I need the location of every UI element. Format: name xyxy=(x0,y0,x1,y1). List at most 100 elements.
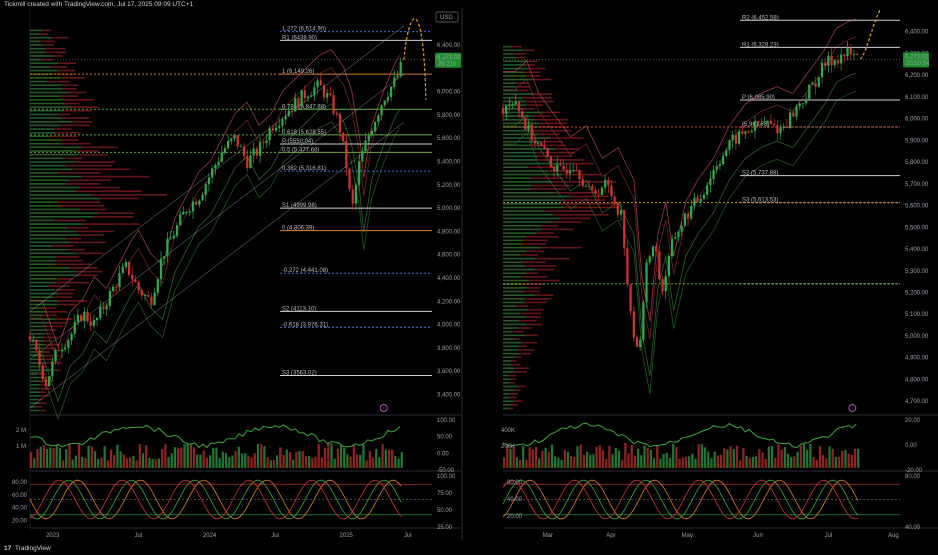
volume-profile-bar-bull xyxy=(503,400,514,402)
volume-profile-bar-bull xyxy=(30,106,72,108)
volume-profile-bar-bull xyxy=(503,184,532,187)
volume-profile-bar-bear xyxy=(526,67,546,70)
candle xyxy=(843,54,846,57)
volume-bar xyxy=(375,449,378,468)
volume-profile-bar-bear xyxy=(42,347,57,350)
volume-bar xyxy=(129,457,132,468)
volume-bar xyxy=(538,458,541,468)
volume-axis-label: 400K xyxy=(501,428,515,434)
volume-bar xyxy=(751,457,755,468)
candle xyxy=(396,75,399,78)
volume-profile-bar-bull xyxy=(30,183,66,185)
osc2-left-axis-label: 40.00 xyxy=(507,497,523,503)
volume-profile-bar-bear xyxy=(535,257,570,260)
volume-profile-bar-bull xyxy=(30,99,64,101)
volume-axis-label: 1 M xyxy=(16,444,26,450)
candle xyxy=(651,246,655,257)
volume-profile-bar-bull xyxy=(30,362,45,364)
volume-bar xyxy=(806,449,809,468)
osc2-left-axis-label: 20.00 xyxy=(12,518,28,524)
volume-profile-bar-bear xyxy=(61,117,90,119)
band-line-1 xyxy=(503,36,857,340)
level-label: S2 (4113.10) xyxy=(282,306,316,312)
candle xyxy=(773,123,776,126)
volume-profile-bar-bull xyxy=(30,332,45,335)
candle xyxy=(798,103,801,107)
volume-profile-bar-bear xyxy=(514,371,528,373)
volume-profile-bar-bull xyxy=(30,398,39,401)
volume-profile-bar-bull xyxy=(503,352,519,355)
volume-bar xyxy=(323,447,327,468)
volume-bar xyxy=(557,457,560,468)
candle xyxy=(578,170,581,180)
volume-profile-bar-bear xyxy=(526,250,545,253)
volume-bar xyxy=(522,446,525,468)
volume-profile-bar-bull xyxy=(30,120,72,123)
candle xyxy=(274,127,278,131)
footer-brand[interactable]: 17 TradingView xyxy=(4,545,51,552)
volume-bar xyxy=(547,452,550,468)
volume-profile-bar-bull xyxy=(30,113,58,116)
candle xyxy=(575,169,578,171)
volume-bar xyxy=(106,460,109,468)
price-axis-label: 4,200.00 xyxy=(437,299,461,305)
volume-profile-bar-bear xyxy=(78,153,108,156)
candle xyxy=(99,306,102,319)
volume-profile-bar-bear xyxy=(525,64,536,66)
candle xyxy=(284,116,287,120)
volume-profile-bar-bull xyxy=(503,294,535,296)
candle xyxy=(792,112,795,117)
candle xyxy=(214,165,217,169)
volume-profile-bar-bull xyxy=(503,162,565,165)
candle xyxy=(80,315,83,321)
candle xyxy=(588,185,591,187)
volume-profile-bar-bear xyxy=(518,89,529,92)
price-axis-label: 3,800.00 xyxy=(437,346,461,352)
volume-bar xyxy=(786,453,790,468)
price-axis-label: 5,100.00 xyxy=(905,312,929,318)
volume-bar xyxy=(735,445,739,468)
volume-profile-bar-bull xyxy=(503,334,525,337)
candle xyxy=(118,272,121,288)
candle xyxy=(204,184,207,195)
volume-profile-bar-bear xyxy=(54,131,81,134)
volume-profile-bar-bear xyxy=(53,289,76,291)
volume-profile-bar-bull xyxy=(503,265,526,267)
volume-bar xyxy=(541,450,544,468)
volume-bar xyxy=(525,459,528,468)
volume-profile-bar-bear xyxy=(39,387,52,390)
time-axis-label: Jul xyxy=(404,533,412,539)
volume-bar xyxy=(534,446,538,468)
volume-profile-bar-bear xyxy=(58,62,77,65)
volume-profile-bar-bull xyxy=(30,201,59,203)
candle xyxy=(230,138,233,141)
candle xyxy=(386,97,390,101)
volume-profile-bar-bull xyxy=(30,128,55,130)
candle xyxy=(111,286,115,292)
band-line-3 xyxy=(503,90,857,394)
candle xyxy=(527,125,530,130)
osc1-axis-label: 50.00 xyxy=(437,435,453,441)
volume-profile-bar-bull xyxy=(503,60,528,63)
volume-profile-bar-bull xyxy=(30,44,44,46)
candle xyxy=(83,311,86,321)
volume-profile-bar-bear xyxy=(56,278,73,280)
volume-bar xyxy=(336,448,339,468)
volume-profile-bar-bear xyxy=(530,129,572,132)
stoch-line-1 xyxy=(502,479,859,520)
volume-bar xyxy=(400,451,403,468)
volume-profile-bar-bear xyxy=(550,137,584,139)
volume-profile-bar-bear xyxy=(518,352,532,355)
candle xyxy=(294,98,297,112)
volume-profile-bar-bear xyxy=(68,91,87,94)
volume-profile-bar-bull xyxy=(503,268,535,271)
volume-profile-bar-bull xyxy=(503,257,536,260)
volume-profile-bar-bear xyxy=(538,155,573,158)
volume-oscillator-line xyxy=(29,424,401,449)
volume-bar xyxy=(630,444,633,468)
volume-profile-bar-bull xyxy=(503,308,529,311)
volume-bar xyxy=(732,449,735,468)
candle xyxy=(233,135,236,139)
volume-profile-bar-bear xyxy=(539,122,568,125)
